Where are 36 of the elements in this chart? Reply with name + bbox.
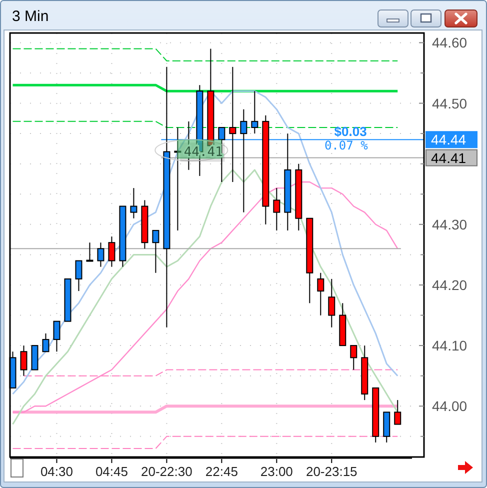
y-tick-label: 44.50: [432, 95, 468, 112]
x-tick-label: 22:45: [205, 464, 238, 479]
x-tick-label: 20-22:30: [141, 464, 192, 479]
annotation: 0.07 %: [324, 138, 369, 153]
candlestick: [328, 278, 336, 328]
candlestick: [108, 236, 116, 268]
candlestick: [273, 188, 280, 231]
candlestick: [20, 345, 28, 376]
y-tick-label: 44.30: [432, 216, 468, 232]
ref-line-label: 44.41: [431, 150, 466, 166]
candlestick: [229, 66, 236, 183]
candlestick: [350, 345, 358, 370]
candlestick: [174, 126, 182, 231]
candlestick: [317, 272, 324, 316]
line-series: [12, 90, 398, 395]
candlestick: [42, 332, 50, 352]
candlestick: [251, 90, 258, 134]
y-tick-label: 44.00: [432, 398, 468, 414]
x-tick-label: 04:45: [95, 464, 128, 479]
y-tick-label: 44.20: [432, 276, 468, 293]
y-tick-label: 44.10: [432, 338, 468, 354]
candlestick: [130, 188, 138, 219]
candlestick: [97, 242, 104, 268]
y-tick-label: 44.60: [432, 34, 468, 51]
chart-title: 3 Min: [12, 8, 49, 25]
annotation: $0.03: [334, 124, 367, 140]
x-tick-label: 20-23:15: [306, 464, 358, 479]
candlestick: [152, 230, 160, 274]
candlestick: [240, 108, 248, 213]
candlestick: [53, 320, 60, 352]
ref-line-label: 44.44: [431, 132, 466, 148]
candlestick: [75, 260, 82, 292]
candlestick: [86, 242, 94, 262]
candlestick: [394, 400, 402, 425]
x-tick-label: 04:30: [40, 464, 74, 479]
x-tick-label: 23:00: [260, 464, 293, 479]
